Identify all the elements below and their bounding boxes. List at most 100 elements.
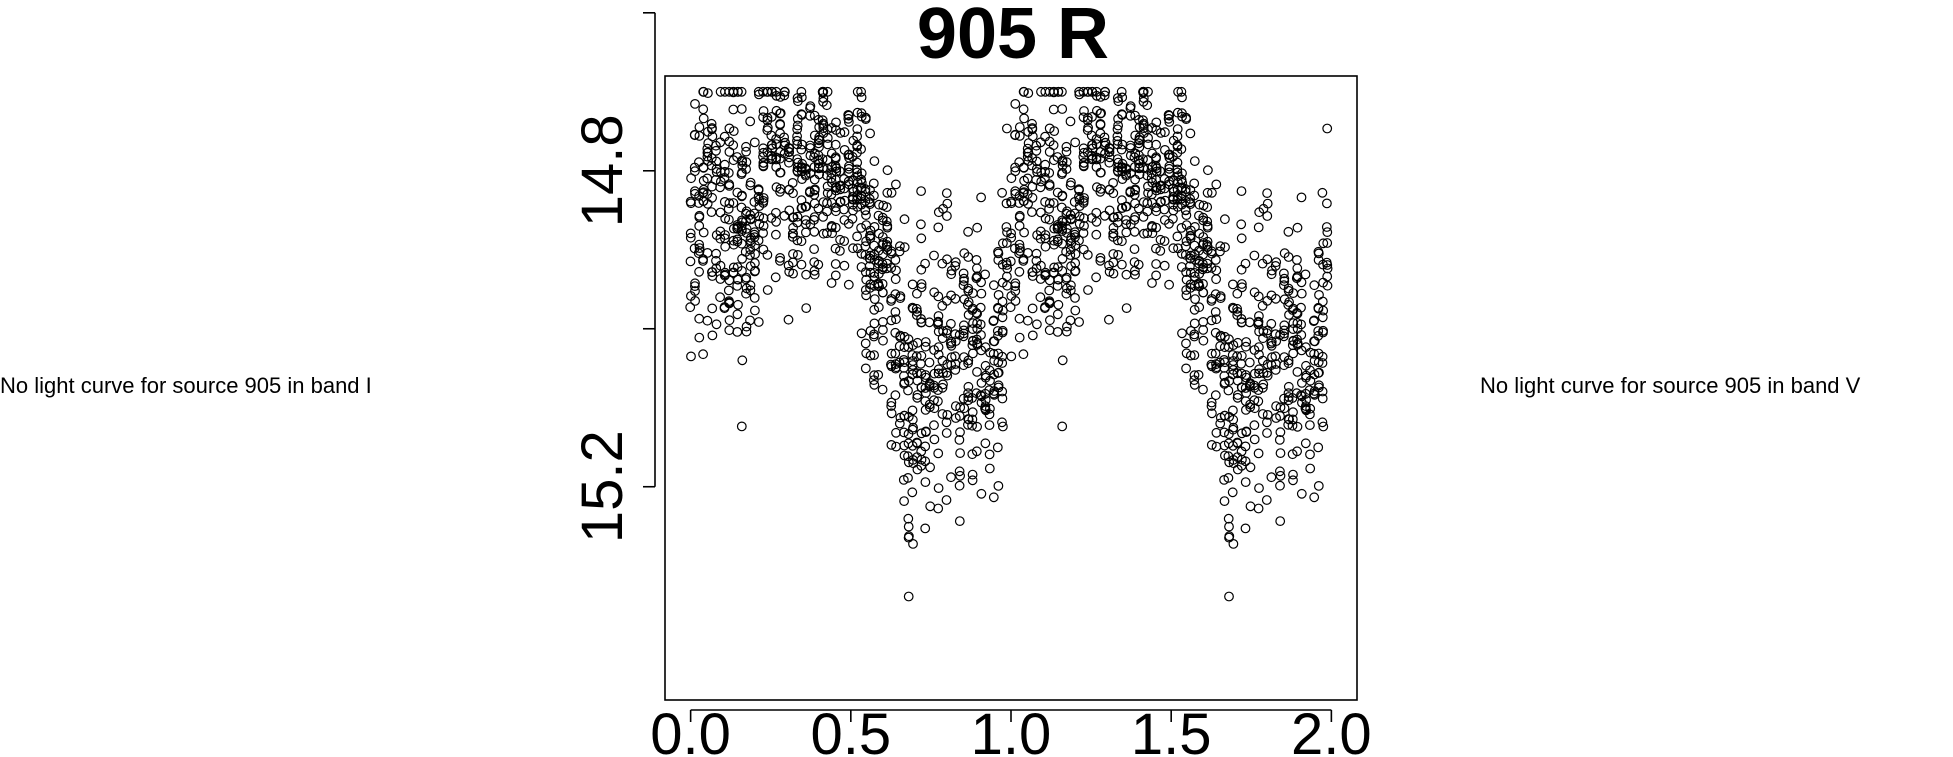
data-point — [971, 446, 982, 457]
data-point — [724, 315, 735, 326]
data-point — [908, 539, 918, 549]
data-point — [903, 473, 913, 483]
data-point — [890, 390, 901, 401]
x-tick-label: 0.0 — [650, 702, 731, 757]
data-point — [753, 317, 764, 327]
data-point — [1249, 420, 1260, 431]
data-point — [685, 256, 696, 267]
data-point — [843, 113, 854, 124]
data-point — [929, 434, 940, 445]
data-point — [758, 160, 769, 171]
data-point — [1040, 166, 1050, 177]
data-point — [1014, 130, 1025, 141]
data-point — [1044, 285, 1055, 296]
data-point — [1053, 274, 1063, 285]
data-point — [1236, 350, 1247, 361]
data-point — [861, 220, 872, 231]
data-point — [933, 291, 944, 302]
data-point — [894, 418, 905, 429]
data-point — [737, 266, 747, 276]
data-point — [1253, 222, 1264, 233]
data-point — [817, 154, 828, 165]
data-point — [1236, 428, 1247, 439]
data-point — [1061, 146, 1072, 157]
data-point — [980, 269, 990, 280]
data-point — [920, 341, 931, 352]
data-point — [1300, 403, 1311, 414]
data-point — [915, 358, 926, 369]
data-point — [1121, 303, 1132, 314]
data-point — [728, 104, 739, 115]
data-point — [1232, 288, 1243, 299]
data-point — [1266, 338, 1277, 349]
data-point — [1096, 108, 1106, 118]
data-point — [830, 270, 841, 281]
data-point — [886, 397, 897, 408]
data-point — [1317, 417, 1328, 428]
data-point — [1228, 422, 1239, 433]
data-point — [967, 469, 978, 480]
data-point — [724, 179, 735, 190]
data-point — [1278, 268, 1289, 279]
data-point — [1142, 228, 1153, 239]
data-point — [916, 350, 927, 361]
data-point — [758, 228, 768, 238]
data-point — [1035, 182, 1046, 193]
data-point — [1061, 157, 1072, 168]
data-point — [1177, 92, 1187, 103]
data-point — [775, 255, 785, 266]
data-point — [1262, 188, 1272, 199]
data-point — [1304, 409, 1315, 420]
y-tick-label: 14.8 — [570, 114, 635, 227]
data-point — [933, 385, 943, 396]
data-point — [733, 299, 743, 310]
data-point — [890, 274, 901, 285]
data-point — [1304, 420, 1315, 431]
data-point — [1274, 435, 1285, 445]
data-point — [899, 242, 910, 253]
data-point — [1117, 92, 1128, 103]
data-point — [745, 285, 756, 296]
data-point — [694, 266, 704, 277]
data-point — [1057, 421, 1068, 432]
data-point — [843, 279, 854, 290]
data-point — [706, 118, 717, 129]
data-point — [1292, 367, 1303, 377]
data-point — [1309, 336, 1320, 347]
data-point — [1146, 173, 1157, 184]
data-point — [1253, 503, 1264, 514]
data-point — [971, 254, 982, 265]
data-point — [993, 367, 1004, 378]
data-point — [1228, 414, 1239, 425]
data-point — [813, 155, 824, 166]
data-point — [1177, 328, 1187, 339]
data-point — [869, 294, 880, 305]
data-point — [1184, 261, 1195, 272]
data-point — [993, 481, 1004, 491]
data-point — [921, 426, 931, 437]
data-point — [1232, 392, 1243, 403]
data-point — [703, 88, 713, 98]
data-point — [728, 235, 739, 246]
data-point — [1172, 131, 1183, 142]
data-point — [1309, 348, 1319, 359]
data-point — [895, 330, 906, 341]
data-point — [702, 143, 713, 154]
data-point — [1159, 260, 1170, 271]
data-point — [920, 456, 931, 467]
data-point — [1211, 314, 1222, 325]
data-point — [809, 226, 820, 237]
data-point — [1130, 184, 1141, 195]
data-point — [1300, 438, 1311, 449]
data-point — [1254, 483, 1264, 494]
data-point — [792, 235, 803, 246]
data-point — [1065, 116, 1076, 127]
data-point — [907, 279, 918, 290]
data-point — [907, 487, 918, 498]
data-point — [1296, 277, 1307, 288]
data-point — [1219, 450, 1230, 461]
data-point — [1116, 144, 1127, 155]
data-point — [942, 211, 952, 221]
data-point — [895, 241, 905, 252]
data-point — [706, 207, 717, 218]
